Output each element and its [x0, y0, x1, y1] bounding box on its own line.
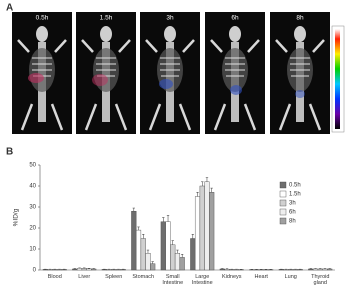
legend-label: 3h: [289, 201, 296, 207]
bar: [297, 269, 303, 271]
legend-label: 0.5h: [289, 183, 301, 189]
bar: [91, 268, 97, 271]
error-bar: [180, 254, 184, 258]
error-bar: [162, 217, 165, 222]
bar: [170, 244, 176, 271]
error-bar: [210, 187, 213, 193]
error-bar: [151, 261, 154, 264]
legend-swatch: [279, 199, 287, 207]
bar: [194, 196, 201, 271]
time-label: 6h: [231, 15, 239, 22]
error-bar: [205, 177, 209, 182]
bar: [135, 229, 142, 271]
y-axis-label: %ID/g: [13, 208, 20, 226]
time-label: 3h: [166, 15, 174, 22]
x-tick-label: Thyroid gland: [311, 274, 330, 286]
bar: [219, 268, 225, 271]
x-tick-label: Liver: [78, 274, 91, 280]
bar: [278, 269, 284, 271]
bar: [160, 221, 166, 271]
bar: [72, 268, 78, 271]
legend-swatch: [279, 181, 287, 189]
x-tick-label: Lung: [284, 274, 297, 280]
error-bar: [171, 240, 174, 245]
x-tick-label: Heart: [254, 274, 268, 280]
legend-swatch: [279, 217, 287, 225]
bar: [101, 269, 107, 271]
error-bar: [146, 249, 150, 254]
bar: [111, 269, 117, 271]
bar: [179, 257, 185, 271]
error-bar: [137, 226, 140, 231]
y-tick-label: 10: [29, 247, 36, 253]
legend-swatch: [279, 208, 287, 216]
error-bar: [132, 207, 136, 212]
y-tick-label: 30: [29, 205, 36, 211]
legend-swatch: [279, 190, 287, 198]
y-tick-label: 50: [29, 163, 36, 169]
bar: [204, 181, 210, 271]
bar: [283, 269, 289, 271]
bar: [308, 268, 314, 271]
panel-label: A: [6, 3, 13, 14]
y-tick-label: 0: [33, 268, 37, 274]
panel-label: B: [6, 147, 13, 158]
y-tick-label: 40: [29, 184, 36, 190]
legend-label: 1.5h: [289, 192, 301, 198]
error-bar: [201, 181, 204, 186]
bar: [81, 268, 87, 271]
bar: [47, 269, 53, 271]
bar: [131, 210, 137, 271]
bar: [209, 192, 215, 271]
error-bar: [191, 234, 195, 239]
bar: [322, 268, 328, 271]
x-tick-label: Spleen: [105, 274, 123, 280]
colorbar: [335, 29, 340, 129]
legend-label: 8h: [289, 219, 296, 225]
bar: [233, 269, 240, 271]
error-bar: [142, 234, 145, 239]
time-label: 1.5h: [100, 15, 113, 22]
x-tick-label: Kidneys: [221, 274, 242, 280]
bar: [174, 252, 181, 271]
x-tick-label: Small Intestine: [162, 274, 184, 286]
bar: [56, 269, 63, 271]
bar: [52, 269, 58, 271]
x-tick-label: Blood: [47, 274, 62, 280]
time-label: 0.5h: [36, 15, 49, 22]
bar: [140, 238, 146, 271]
bar: [76, 268, 83, 271]
bar: [165, 221, 171, 271]
bar: [224, 268, 230, 271]
bar: [115, 269, 122, 271]
bar: [292, 269, 299, 271]
bar: [61, 269, 67, 271]
scan-images: [12, 12, 330, 134]
bar: [86, 268, 92, 271]
error-bar: [196, 192, 199, 197]
bar: [312, 268, 319, 271]
bar: [199, 185, 205, 271]
bar: [42, 269, 48, 271]
bar: [145, 252, 151, 271]
bar: [120, 269, 126, 271]
bar: [190, 238, 196, 271]
x-tick-label: Stomach: [132, 274, 155, 280]
bar: [229, 269, 235, 271]
bar: [327, 268, 333, 271]
bar: [106, 269, 112, 271]
x-tick-label: Large Intestine: [191, 274, 213, 286]
error-bar: [166, 215, 170, 222]
y-tick-label: 20: [29, 226, 36, 232]
bar: [150, 263, 156, 271]
legend-label: 6h: [289, 210, 296, 216]
bar: [288, 269, 294, 271]
error-bar: [176, 249, 179, 254]
time-label: 8h: [296, 15, 304, 22]
bar: [317, 268, 323, 271]
